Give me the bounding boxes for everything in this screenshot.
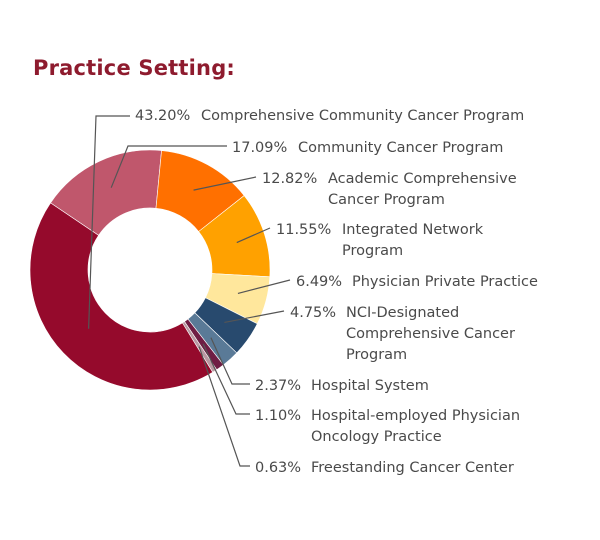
- leader-line: [202, 343, 250, 415]
- leader-line: [236, 227, 271, 244]
- slice-name-label: NCI-Designated: [346, 305, 459, 321]
- chart-title: Practice Setting:: [33, 56, 236, 80]
- leader-line: [110, 145, 227, 188]
- slice-name-label: Integrated Network: [342, 222, 484, 238]
- slice-name-label: Program: [346, 347, 407, 363]
- slice-name-label: Program: [342, 243, 403, 259]
- leader-line: [198, 346, 250, 467]
- slice-percent-label: 6.49%: [296, 274, 342, 290]
- slice-name-label: Community Cancer Program: [298, 140, 503, 156]
- slice-percent-label: 0.63%: [255, 460, 301, 476]
- slice-percent-label: 4.75%: [290, 305, 336, 321]
- leader-line: [88, 115, 130, 329]
- slice-name-label: Freestanding Cancer Center: [311, 460, 514, 476]
- leader-line: [193, 176, 257, 191]
- slice-name-label: Academic Comprehensive: [328, 171, 517, 187]
- slice-name-label: Oncology Practice: [311, 429, 442, 445]
- slice-name-label: Comprehensive Cancer: [346, 326, 515, 342]
- slice-percent-label: 17.09%: [232, 140, 287, 156]
- leader-line: [224, 310, 285, 324]
- slice-name-label: Hospital System: [311, 378, 429, 394]
- slice-name-label: Cancer Program: [328, 192, 445, 208]
- slice-name-label: Hospital-employed Physician: [311, 408, 520, 424]
- leader-line: [237, 279, 291, 295]
- slice-percent-label: 2.37%: [255, 378, 301, 394]
- slice-percent-label: 12.82%: [262, 171, 317, 187]
- slice-name-label: Comprehensive Community Cancer Program: [201, 108, 524, 124]
- slice-percent-label: 11.55%: [276, 222, 331, 238]
- leader-line: [210, 337, 250, 385]
- slice-name-label: Physician Private Practice: [352, 274, 538, 290]
- slice-percent-label: 1.10%: [255, 408, 301, 424]
- donut-slice: [29, 202, 214, 391]
- slice-percent-label: 43.20%: [135, 108, 190, 124]
